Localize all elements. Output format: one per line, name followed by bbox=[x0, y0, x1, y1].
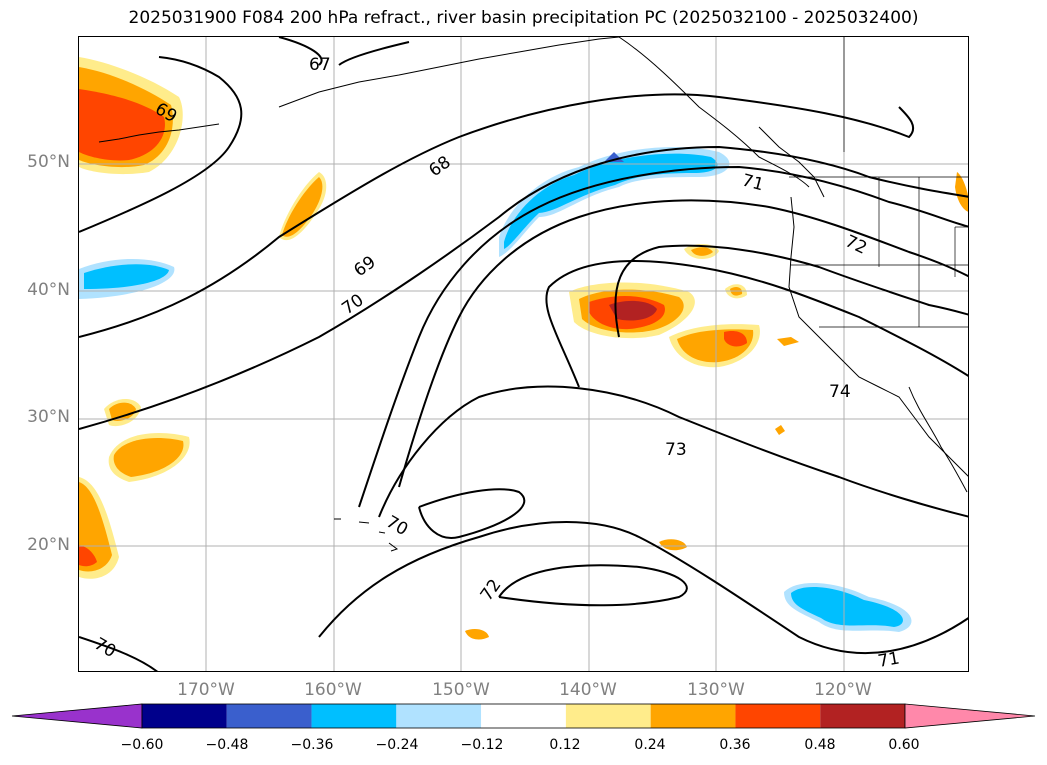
colorbar-segments bbox=[11, 703, 1036, 729]
contour-label-70c: 70 bbox=[91, 634, 120, 662]
colorbar-segment bbox=[396, 704, 482, 728]
cbar-tick-2: −0.36 bbox=[290, 737, 334, 753]
cbar-tick-4: −0.12 bbox=[460, 737, 504, 753]
contour-72-south bbox=[498, 564, 688, 607]
lon-label-130w: 130°W bbox=[687, 680, 745, 700]
contour-67 bbox=[278, 37, 410, 66]
colorbar-segment bbox=[650, 704, 736, 728]
contour-68-west bbox=[79, 56, 243, 233]
lon-label-120w: 120°W bbox=[814, 680, 872, 700]
shade-blue-se-inner bbox=[791, 586, 903, 627]
coastlines bbox=[98, 37, 968, 552]
shade-west-25-orange bbox=[113, 437, 184, 477]
map-frame: 67 69 68 69 70 71 72 74 73 70 72 70 71 bbox=[78, 36, 969, 672]
contour-label-71b: 71 bbox=[876, 648, 901, 671]
hawaii-islands bbox=[334, 518, 399, 552]
alaska-panhandle bbox=[618, 37, 810, 188]
shade-blue-arc bbox=[499, 147, 730, 257]
map-title: 2025031900 F084 200 hPa refract., river … bbox=[128, 8, 919, 28]
contour-label-73: 73 bbox=[665, 440, 687, 460]
aleutian-islands bbox=[98, 123, 220, 143]
contour-71-south bbox=[79, 521, 968, 671]
contour-label-67: 67 bbox=[309, 55, 331, 75]
colorbar-segment bbox=[142, 704, 227, 728]
shade-east-red bbox=[724, 331, 747, 347]
lat-label-50n: 50°N bbox=[27, 152, 70, 172]
contour-74 bbox=[545, 260, 968, 388]
shade-south-a bbox=[659, 539, 687, 551]
contour-label-74: 74 bbox=[829, 382, 851, 402]
colorbar-segment bbox=[226, 704, 312, 728]
contour-71 bbox=[358, 165, 968, 508]
contour-73-loop bbox=[378, 385, 968, 518]
lat-label-30n: 30°N bbox=[27, 407, 70, 427]
colorbar-segment bbox=[481, 704, 566, 728]
baja-coast bbox=[908, 386, 968, 493]
borders bbox=[789, 37, 968, 328]
shade-blue-arc-inner bbox=[504, 153, 718, 249]
colorbar-extend-low bbox=[11, 703, 143, 729]
lon-label-160w: 160°W bbox=[304, 680, 362, 700]
cbar-tick-6: 0.24 bbox=[634, 737, 666, 753]
cbar-tick-0: −0.60 bbox=[120, 737, 164, 753]
map-canvas: 67 69 68 69 70 71 72 74 73 70 72 70 71 bbox=[79, 37, 968, 671]
lat-label-40n: 40°N bbox=[27, 280, 70, 300]
colorbar-segment bbox=[820, 704, 905, 728]
contour-69-west bbox=[79, 93, 915, 338]
bc-coast bbox=[758, 126, 825, 198]
colorbar-segment bbox=[311, 704, 397, 728]
cbar-tick-3: −0.24 bbox=[375, 737, 419, 753]
shade-small-c bbox=[777, 337, 799, 346]
shade-south-b bbox=[465, 629, 489, 640]
shade-nw-red bbox=[79, 89, 165, 161]
shade-orange-blob-a-inner bbox=[282, 177, 323, 237]
refractivity-contours bbox=[79, 37, 968, 671]
cbar-tick-1: −0.48 bbox=[205, 737, 249, 753]
contour-label-72b: 72 bbox=[477, 576, 506, 605]
colorbar bbox=[11, 703, 1036, 729]
contour-70-south bbox=[418, 488, 526, 539]
contour-label-69b: 69 bbox=[350, 252, 379, 281]
lat-label-20n: 20°N bbox=[27, 535, 70, 555]
contour-label-71a: 71 bbox=[740, 171, 766, 196]
colorbar-segment bbox=[735, 704, 821, 728]
colorbar-segment bbox=[565, 704, 651, 728]
alaska-coast bbox=[278, 37, 620, 108]
colorbar-extend-high bbox=[904, 703, 1036, 729]
cbar-tick-5: 0.12 bbox=[549, 737, 581, 753]
contour-label-70a: 70 bbox=[338, 290, 367, 319]
precipitation-shading bbox=[79, 57, 968, 640]
cbar-tick-8: 0.48 bbox=[804, 737, 836, 753]
contour-label-70b: 70 bbox=[383, 512, 412, 540]
cbar-tick-7: 0.36 bbox=[719, 737, 751, 753]
contour-73 bbox=[614, 244, 968, 338]
shade-west-20-red bbox=[79, 545, 97, 567]
lon-label-170w: 170°W bbox=[177, 680, 235, 700]
shade-blue-west-inner bbox=[84, 264, 169, 289]
contour-label-68: 68 bbox=[425, 152, 454, 181]
contour-72 bbox=[398, 199, 968, 488]
shade-small-a-inner bbox=[691, 247, 713, 256]
shade-small-d bbox=[775, 425, 785, 435]
lon-label-140w: 140°W bbox=[559, 680, 617, 700]
cbar-tick-9: 0.60 bbox=[888, 737, 920, 753]
shade-east-edge bbox=[955, 172, 968, 212]
lon-label-150w: 150°W bbox=[432, 680, 490, 700]
shade-central-darkred bbox=[609, 300, 657, 321]
us-west-coast bbox=[788, 196, 968, 477]
graticule bbox=[79, 37, 968, 671]
contour-70-west bbox=[79, 145, 968, 430]
shade-west-30-orange bbox=[109, 402, 136, 421]
